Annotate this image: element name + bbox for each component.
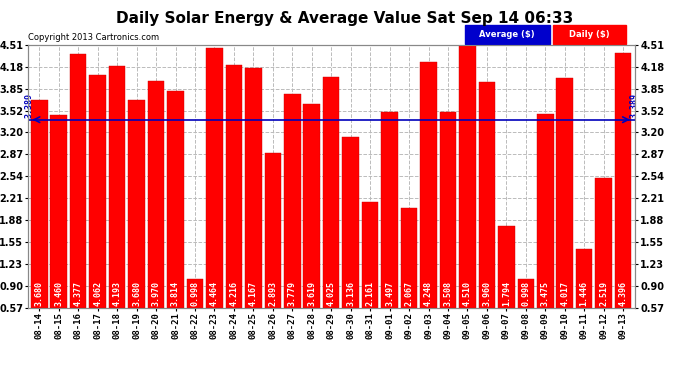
Text: 4.464: 4.464 — [210, 281, 219, 306]
Bar — [595, 178, 612, 308]
Text: 3.970: 3.970 — [152, 281, 161, 306]
Text: 2.067: 2.067 — [404, 281, 413, 306]
Bar — [90, 75, 106, 307]
Text: 4.377: 4.377 — [74, 281, 83, 306]
Text: 3.508: 3.508 — [444, 281, 453, 306]
Bar — [401, 208, 417, 308]
Bar — [498, 226, 515, 308]
Bar — [226, 64, 242, 308]
Text: 1.794: 1.794 — [502, 281, 511, 306]
Bar — [109, 66, 126, 308]
Text: 1.446: 1.446 — [580, 281, 589, 306]
Text: 3.460: 3.460 — [55, 281, 63, 306]
Bar — [518, 279, 534, 308]
Text: 3.497: 3.497 — [385, 281, 394, 306]
Text: 4.396: 4.396 — [619, 281, 628, 306]
Text: 0.998: 0.998 — [522, 281, 531, 306]
Bar — [206, 48, 223, 308]
Text: 4.017: 4.017 — [560, 281, 569, 306]
Bar — [187, 279, 204, 308]
Text: Daily ($): Daily ($) — [569, 30, 609, 39]
Bar — [576, 249, 593, 308]
Text: 2.161: 2.161 — [366, 281, 375, 306]
Bar — [284, 94, 301, 308]
Text: 4.216: 4.216 — [229, 281, 238, 306]
Bar — [70, 54, 86, 307]
Bar — [167, 92, 184, 308]
Bar — [264, 153, 281, 308]
Bar — [342, 136, 359, 308]
Text: Average ($): Average ($) — [480, 30, 535, 39]
Text: 3.136: 3.136 — [346, 281, 355, 306]
Text: Copyright 2013 Cartronics.com: Copyright 2013 Cartronics.com — [28, 33, 159, 42]
Text: 4.167: 4.167 — [249, 281, 258, 306]
Text: 4.062: 4.062 — [93, 281, 102, 306]
Text: 4.025: 4.025 — [326, 281, 336, 306]
Bar — [323, 77, 339, 308]
Bar — [556, 78, 573, 308]
Bar — [440, 112, 456, 308]
Bar — [31, 100, 48, 308]
Bar — [50, 115, 67, 308]
Bar — [479, 82, 495, 308]
Text: 4.248: 4.248 — [424, 281, 433, 306]
Bar — [537, 114, 553, 308]
FancyBboxPatch shape — [553, 26, 626, 44]
Bar — [362, 201, 378, 308]
Text: 3.680: 3.680 — [34, 281, 43, 306]
Text: 3.619: 3.619 — [307, 281, 316, 306]
Text: 0.998: 0.998 — [190, 281, 199, 306]
Text: 4.510: 4.510 — [463, 281, 472, 306]
Text: 3.960: 3.960 — [482, 281, 491, 306]
Bar — [128, 100, 145, 308]
Text: 3.779: 3.779 — [288, 281, 297, 306]
FancyBboxPatch shape — [465, 26, 550, 44]
Bar — [148, 81, 164, 308]
Text: 3.389: 3.389 — [629, 93, 638, 118]
Bar — [245, 68, 262, 308]
Bar — [459, 45, 475, 308]
Text: 3.680: 3.680 — [132, 281, 141, 306]
Text: 3.814: 3.814 — [171, 281, 180, 306]
Bar — [615, 53, 631, 308]
Bar — [304, 104, 320, 308]
Text: 3.475: 3.475 — [541, 281, 550, 306]
Text: 3.389: 3.389 — [25, 93, 34, 118]
Text: 4.193: 4.193 — [112, 281, 121, 306]
Text: 2.519: 2.519 — [599, 281, 608, 306]
Bar — [382, 112, 398, 308]
Bar — [420, 63, 437, 308]
Text: Daily Solar Energy & Average Value Sat Sep 14 06:33: Daily Solar Energy & Average Value Sat S… — [117, 11, 573, 26]
Text: 2.893: 2.893 — [268, 281, 277, 306]
